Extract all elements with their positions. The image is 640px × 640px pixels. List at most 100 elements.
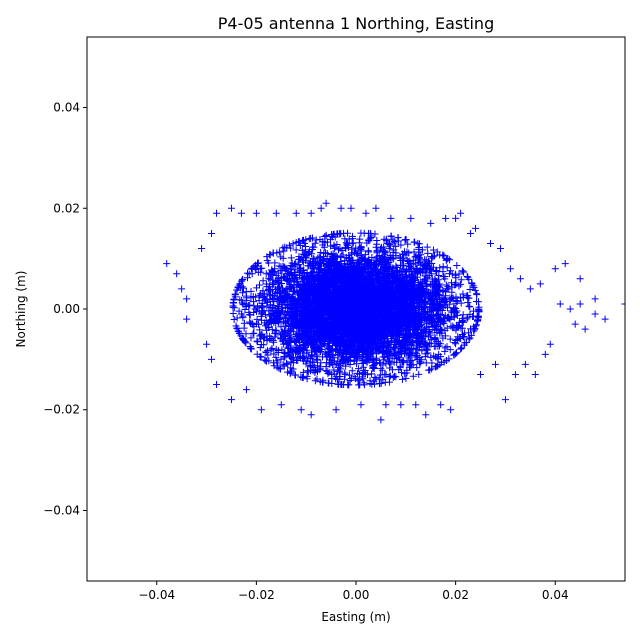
scatter-point <box>360 229 368 237</box>
scatter-point <box>262 295 270 303</box>
scatter-point <box>253 284 261 292</box>
scatter-point <box>280 362 288 370</box>
scatter-point <box>239 335 247 343</box>
scatter-point <box>257 312 265 320</box>
scatter-point <box>322 249 330 257</box>
scatter-point <box>450 351 458 359</box>
scatter-point <box>461 339 469 347</box>
scatter-point <box>396 356 404 364</box>
scatter-point <box>457 345 465 353</box>
scatter-point <box>340 375 348 383</box>
scatter-point <box>396 364 404 372</box>
scatter-point <box>446 335 454 343</box>
scatter-point <box>309 358 317 366</box>
scatter-point <box>320 243 328 251</box>
scatter-point <box>302 360 310 368</box>
scatter-point <box>361 251 369 259</box>
scatter-point <box>426 265 434 273</box>
scatter-point <box>247 344 255 352</box>
scatter-point <box>347 353 355 361</box>
scatter-point <box>270 350 278 358</box>
scatter-point <box>264 324 272 332</box>
scatter-point <box>267 346 275 354</box>
scatter-point <box>397 241 405 249</box>
scatter-point <box>305 248 313 256</box>
scatter-point <box>266 286 274 294</box>
scatter-point <box>400 254 408 262</box>
scatter-point <box>327 250 335 258</box>
scatter-point <box>250 263 258 271</box>
scatter-point <box>246 318 254 326</box>
scatter-point <box>425 308 433 316</box>
scatter-point <box>426 366 434 374</box>
scatter-point <box>262 270 270 278</box>
scatter-point <box>279 310 287 318</box>
scatter-point <box>387 360 395 368</box>
scatter-point <box>328 370 336 378</box>
scatter-point <box>442 281 450 289</box>
scatter-point <box>364 247 372 255</box>
scatter-point <box>429 246 437 254</box>
scatter-point <box>371 373 379 381</box>
scatter-point <box>423 346 431 354</box>
scatter-point <box>277 289 285 297</box>
scatter-point <box>421 339 429 347</box>
scatter-point <box>330 366 338 374</box>
scatter-point <box>375 251 383 259</box>
scatter-point <box>239 275 247 283</box>
scatter-point <box>375 374 383 382</box>
scatter-point <box>316 236 324 244</box>
scatter-point <box>278 337 286 345</box>
scatter-point <box>435 305 443 313</box>
scatter-point <box>460 268 468 276</box>
scatter-points <box>163 199 625 424</box>
scatter-point <box>266 310 274 318</box>
scatter-point <box>346 377 354 385</box>
scatter-point <box>409 260 417 268</box>
scatter-point <box>311 377 319 385</box>
scatter-point <box>404 258 412 266</box>
scatter-point <box>356 235 364 243</box>
scatter-point <box>280 247 288 255</box>
scatter-point <box>423 243 431 251</box>
scatter-point <box>473 291 481 299</box>
scatter-point <box>386 253 394 261</box>
scatter-point <box>291 371 299 379</box>
scatter-point <box>440 315 448 323</box>
scatter-point <box>299 336 307 344</box>
scatter-point <box>266 275 274 283</box>
scatter-point <box>428 254 436 262</box>
scatter-point <box>436 320 444 328</box>
scatter-point <box>333 373 341 381</box>
scatter-point <box>408 356 416 364</box>
scatter-point <box>406 317 414 325</box>
scatter-point <box>270 362 278 370</box>
scatter-point <box>412 349 420 357</box>
scatter-point <box>435 271 443 279</box>
scatter-point <box>385 240 393 248</box>
scatter-point <box>334 363 342 371</box>
scatter-point <box>376 371 384 379</box>
scatter-point <box>269 295 277 303</box>
scatter-point <box>358 373 366 381</box>
scatter-point <box>418 326 426 334</box>
scatter-point <box>311 239 319 247</box>
scatter-point <box>418 315 426 323</box>
scatter-point <box>376 380 384 388</box>
scatter-point <box>321 300 329 308</box>
scatter-point <box>288 313 296 321</box>
scatter-point <box>256 353 264 361</box>
scatter-point <box>238 283 246 291</box>
scatter-point <box>359 356 367 364</box>
scatter-point <box>424 249 432 257</box>
scatter-point <box>233 314 241 322</box>
scatter-point <box>266 251 274 259</box>
scatter-point <box>307 234 315 242</box>
scatter-point <box>327 235 335 243</box>
scatter-point <box>451 350 459 358</box>
scatter-point <box>464 298 472 306</box>
scatter-point <box>405 345 413 353</box>
scatter-point <box>366 377 374 385</box>
scatter-point <box>275 248 283 256</box>
scatter-point <box>372 359 380 367</box>
